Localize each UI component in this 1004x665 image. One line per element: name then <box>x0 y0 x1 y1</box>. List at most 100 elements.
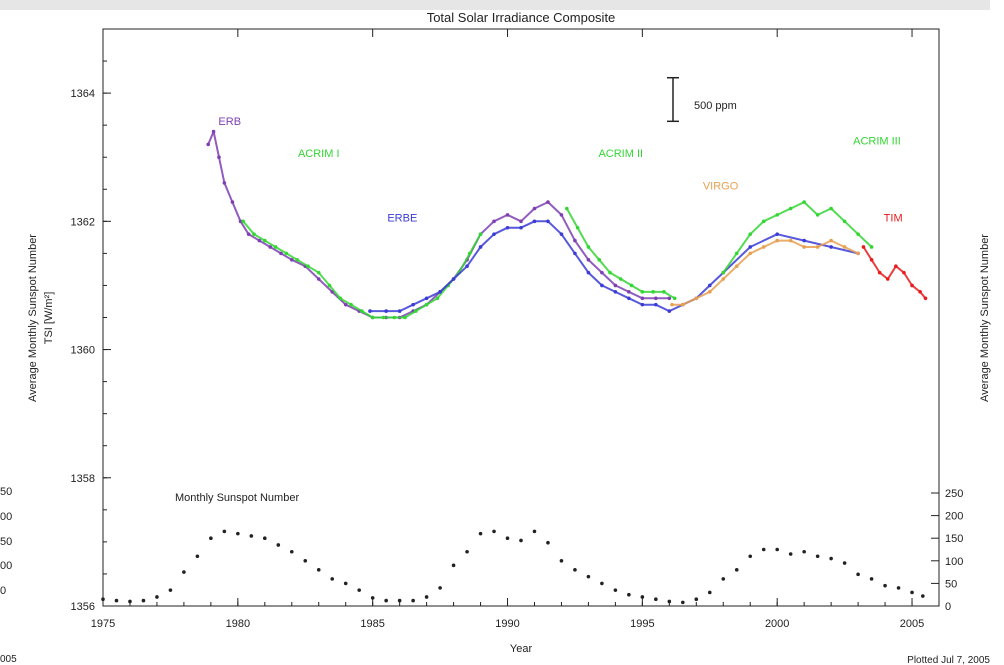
tsi-point <box>211 129 216 134</box>
sunspot-point <box>465 549 469 554</box>
x-tick-label: 1980 <box>226 618 250 630</box>
tsi-point <box>600 283 604 288</box>
tsi-point <box>424 302 429 307</box>
tsi-point <box>829 238 833 243</box>
x-tick-label: 2005 <box>900 618 924 630</box>
tsi-point <box>856 251 860 256</box>
sunspot-point <box>141 598 146 603</box>
series-label: ACRIM III <box>853 135 901 147</box>
tsi-point <box>546 200 550 204</box>
y-axis-label-inner: TSI [W/m²] <box>43 292 55 345</box>
sunspot-point <box>424 595 429 599</box>
sunspot-point <box>397 598 402 603</box>
x-tick-label: 1990 <box>495 618 519 630</box>
tsi-point <box>662 290 666 294</box>
tsi-point <box>627 296 631 301</box>
tsi-point <box>532 206 537 211</box>
tsi-point <box>707 290 712 294</box>
tsi-point <box>627 290 631 294</box>
tsi-point <box>902 270 906 275</box>
tsi-point <box>397 309 402 313</box>
tsi-point <box>815 213 820 217</box>
tsi-point <box>438 290 442 294</box>
sunspot-point <box>343 581 348 586</box>
tsi-point <box>885 277 890 281</box>
y-axis-label-right: Average Monthly Sunspot Number <box>979 234 991 402</box>
tsi-point <box>654 302 658 307</box>
sunspot-point <box>694 597 699 602</box>
sunspot-point <box>654 597 658 602</box>
sunspot-point <box>303 559 308 563</box>
sunspot-tick-label: 200 <box>945 511 963 523</box>
x-tick-label: 1995 <box>630 618 654 630</box>
tsi-point <box>618 277 623 281</box>
tsi-point <box>721 270 726 275</box>
tsi-point <box>640 290 645 294</box>
tsi-point <box>263 238 267 243</box>
sunspot-point <box>289 549 294 554</box>
sunspot-point <box>707 590 712 595</box>
sunspot-point <box>155 595 159 599</box>
x-tick-label: 1975 <box>91 618 115 630</box>
sunspot-point <box>316 568 321 572</box>
tsi-point <box>842 245 847 249</box>
sunspot-point <box>182 570 186 574</box>
sunspot-tick-label: 150 <box>945 533 963 545</box>
top-bar <box>0 0 990 10</box>
sunspot-point <box>263 536 267 540</box>
tsi-point <box>451 277 456 281</box>
sunspot-point <box>438 586 442 590</box>
series-line <box>722 201 873 274</box>
tsi-point <box>670 302 674 307</box>
tsi-point <box>384 309 388 313</box>
tsi-point <box>338 296 343 301</box>
sunspot-point <box>168 588 173 592</box>
tsi-point <box>492 219 496 224</box>
tsi-point <box>368 309 372 313</box>
tsi-point <box>910 283 914 288</box>
tsi-point <box>802 200 806 204</box>
tsi-point <box>613 290 618 294</box>
tsi-point <box>861 245 866 249</box>
sunspot-point <box>559 559 564 563</box>
sunspot-point <box>788 552 793 556</box>
tsi-point <box>343 302 348 307</box>
tsi-point <box>230 200 235 204</box>
x-tick-label: 2000 <box>765 618 789 630</box>
tsi-point <box>411 302 415 307</box>
tsi-point <box>707 283 712 288</box>
tsi-point <box>467 251 472 256</box>
sunspot-point <box>921 594 925 598</box>
sunspot-tick-label: 50 <box>945 578 957 590</box>
tsi-point <box>559 213 564 217</box>
tsi-point <box>869 258 874 262</box>
tsi-point <box>403 315 407 320</box>
sunspot-point <box>195 554 200 559</box>
y-tick-label: 1358 <box>71 473 95 485</box>
tsi-series <box>206 129 928 320</box>
sunspot-point <box>856 572 860 577</box>
tsi-point <box>316 277 321 281</box>
sunspot-point <box>883 583 887 588</box>
tsi-point <box>918 290 922 294</box>
sunspot-point <box>896 586 901 590</box>
sunspot-point <box>357 588 361 592</box>
sunspot-point <box>842 561 847 565</box>
sunspot-point <box>519 538 523 543</box>
tsi-point <box>532 219 537 224</box>
tsi-point <box>600 270 604 275</box>
tsi-point <box>640 296 645 301</box>
left-fragment-label: 0 <box>0 585 6 597</box>
tsi-point <box>894 264 898 269</box>
sunspot-point <box>505 536 510 540</box>
sunspot-point <box>600 581 604 586</box>
tsi-point <box>478 232 483 236</box>
tsi-point <box>465 264 469 269</box>
tsi-point <box>721 277 726 281</box>
tsi-point <box>284 251 289 256</box>
tsi-point <box>640 302 645 307</box>
tsi-point <box>672 296 677 301</box>
tsi-point <box>289 258 294 262</box>
sunspot-point <box>734 568 739 572</box>
